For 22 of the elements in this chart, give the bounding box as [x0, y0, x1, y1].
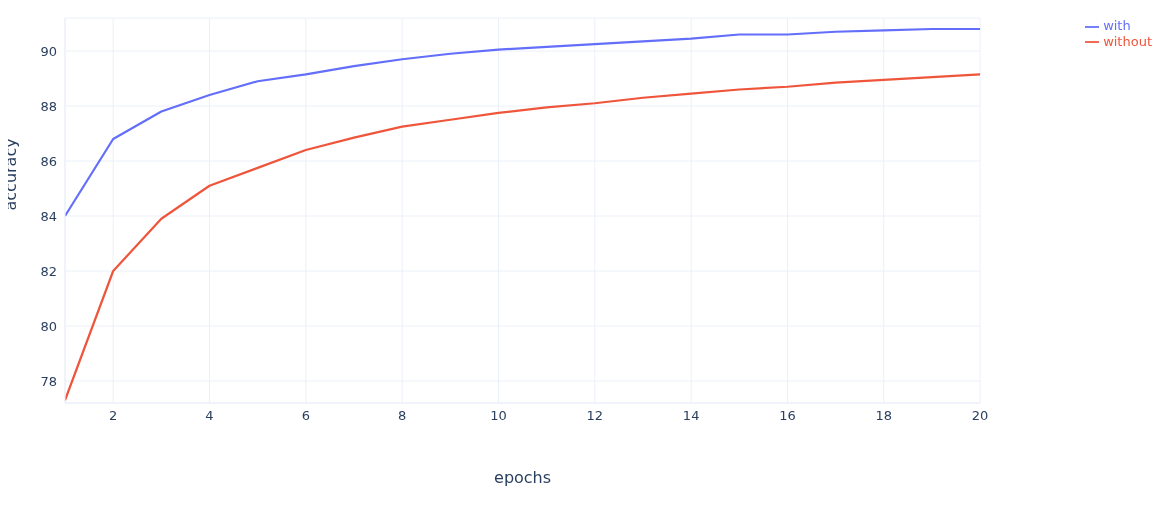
line-series — [65, 73, 981, 402]
x-tick-label: 12 — [586, 408, 604, 424]
x-tick-label: 4 — [205, 408, 214, 424]
x-tick-label: 14 — [682, 408, 700, 424]
y-tick-label: 90 — [40, 43, 57, 59]
x-tick-label: 8 — [398, 408, 407, 424]
y-tick-label: 80 — [40, 318, 57, 334]
x-tick-label: 16 — [779, 408, 796, 424]
x-tick-label: 6 — [301, 408, 310, 424]
y-tick-label: 88 — [40, 98, 57, 114]
y-tick-label: 86 — [40, 153, 57, 169]
line-series — [65, 27, 981, 218]
legend-label: with — [1103, 18, 1131, 33]
y-tick-label: 78 — [40, 373, 57, 389]
x-tick-label: 18 — [875, 408, 893, 424]
x-tick-label: 10 — [490, 408, 507, 424]
x-tick-label: 2 — [109, 408, 118, 424]
x-axis-title: epochs — [494, 468, 552, 487]
x-tick-label: 20 — [971, 408, 989, 424]
legend-label: without — [1103, 33, 1152, 49]
y-tick-label: 84 — [40, 208, 57, 224]
y-tick-label: 82 — [40, 263, 57, 279]
